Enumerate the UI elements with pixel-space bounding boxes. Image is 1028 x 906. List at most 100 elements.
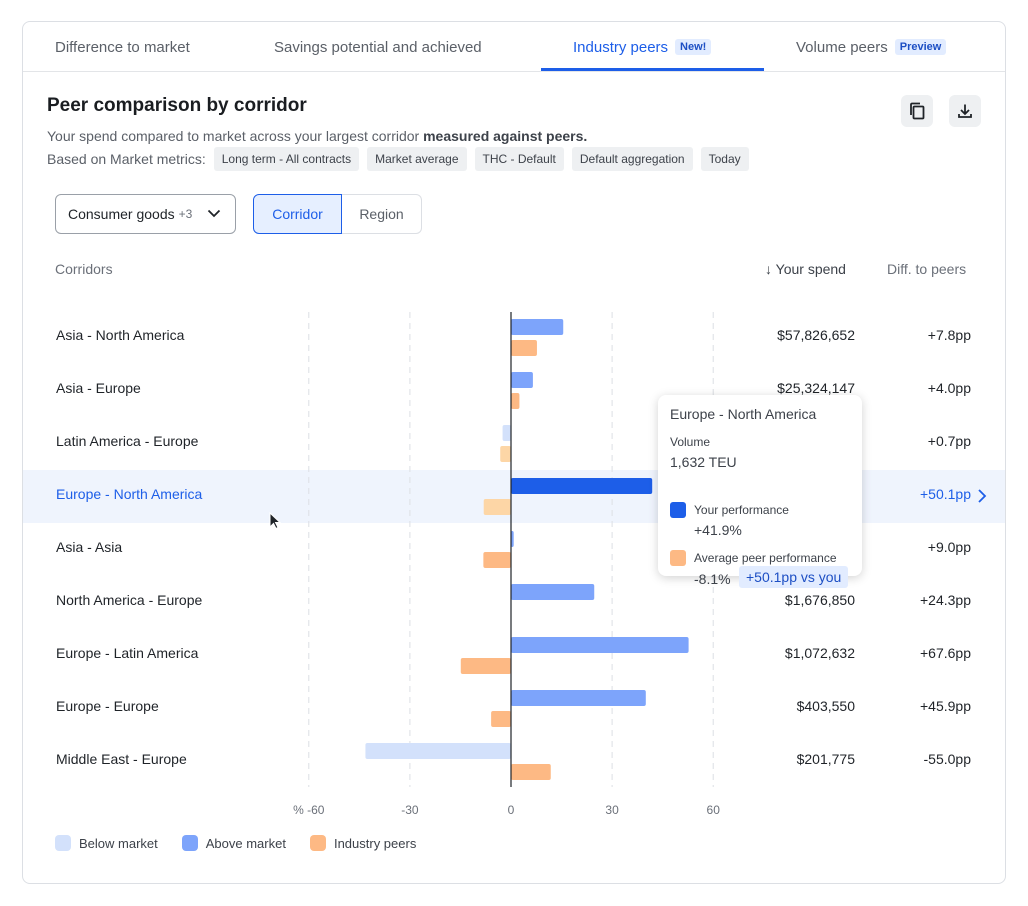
x-tick-label: % -60	[293, 803, 325, 817]
tooltip-peer-label: Average peer performance	[694, 551, 837, 565]
your-performance-bar	[502, 425, 511, 441]
corridor-row-label[interactable]: Latin America - Europe	[56, 433, 199, 449]
tab-label: Difference to market	[55, 38, 190, 56]
industry-peer-bar	[460, 658, 511, 674]
mouse-pointer-icon	[269, 512, 281, 530]
tab-volume-peers[interactable]: Volume peers Preview	[796, 22, 947, 72]
tooltip-vs-badge: +50.1pp vs you	[739, 566, 849, 588]
corridor-row-spend: $403,550	[796, 698, 855, 714]
corridor-row-label[interactable]: Europe - Europe	[56, 698, 159, 714]
legend-swatch	[55, 835, 71, 851]
corridor-row-label[interactable]: Asia - Asia	[56, 539, 123, 555]
new-badge: New!	[675, 39, 712, 55]
corridor-row-label[interactable]: Middle East - Europe	[56, 751, 187, 767]
corridor-row-diff: +67.6pp	[920, 645, 971, 661]
metric-chip: Long term - All contracts	[213, 147, 360, 171]
your-performance-bar	[511, 584, 595, 600]
legend-label: Industry peers	[333, 835, 417, 851]
metric-chip: Default aggregation	[571, 147, 693, 171]
x-tick-label: 0	[508, 803, 515, 817]
x-tick-label: 30	[605, 803, 619, 817]
metric-chip: Market average	[367, 147, 467, 171]
page-title: Peer comparison by corridor	[47, 95, 307, 116]
peer-comparison-card: Difference to market Savings potential a…	[22, 21, 1006, 884]
subtitle-text: Your spend compared to market across you…	[47, 128, 424, 144]
industry-peer-bar	[500, 446, 511, 462]
your-performance-bar	[511, 319, 564, 335]
tooltip-your-value: +41.9%	[694, 522, 742, 538]
corridor-row-label[interactable]: North America - Europe	[56, 592, 203, 608]
legend-label: Above market	[205, 835, 286, 851]
bar-tooltip: Europe - North America Volume 1,632 TEU …	[658, 395, 862, 588]
chevron-down-icon	[207, 209, 221, 218]
tooltip-title: Europe - North America	[670, 406, 817, 422]
tooltip-peer-swatch	[670, 550, 686, 566]
active-tab-indicator	[541, 68, 764, 71]
x-tick-label: -30	[401, 803, 419, 817]
tab-difference-to-market[interactable]: Difference to market	[55, 22, 190, 72]
corridor-row-label[interactable]: Asia - Europe	[56, 380, 141, 396]
tab-industry-peers[interactable]: Industry peers New!	[573, 22, 712, 72]
industry-peer-bar	[511, 393, 520, 409]
spend-column-header[interactable]: ↓ Your spend	[765, 261, 846, 277]
legend-swatch	[181, 835, 198, 851]
industry-peer-bar	[483, 552, 511, 568]
industry-peer-bar	[491, 711, 511, 727]
industry-peer-bar	[511, 764, 551, 780]
legend-above-market: Above market	[181, 835, 286, 851]
copy-button[interactable]	[901, 95, 933, 127]
metric-chip: THC - Default	[474, 147, 564, 171]
chart-legend: Below market Above market Industry peers	[55, 835, 440, 851]
sort-arrow-down-icon: ↓	[765, 261, 772, 277]
tooltip-volume-label: Volume	[670, 435, 711, 449]
industry-value: Consumer goods	[68, 206, 175, 222]
tab-label: Industry peers	[573, 38, 669, 56]
legend-label: Below market	[79, 835, 158, 851]
corridor-row-diff: +45.9pp	[920, 698, 971, 714]
chevron-right-icon[interactable]	[977, 488, 987, 504]
market-metrics: Based on Market metrics: Long term - All…	[47, 147, 749, 171]
your-performance-bar	[511, 637, 689, 653]
corridor-row-diff: +24.3pp	[920, 592, 971, 608]
tooltip-your-swatch	[670, 502, 686, 518]
your-performance-bar	[511, 690, 646, 706]
corridor-row-diff: +4.0pp	[927, 380, 971, 396]
tab-bar: Difference to market Savings potential a…	[23, 22, 1005, 72]
diff-column-header[interactable]: Diff. to peers	[887, 261, 967, 277]
tab-label: Volume peers	[796, 38, 888, 56]
corridor-row-label[interactable]: Asia - North America	[56, 327, 185, 343]
your-performance-bar	[511, 372, 533, 388]
download-button[interactable]	[949, 95, 981, 127]
corridor-row-diff: -55.0pp	[923, 751, 971, 767]
corridor-row-diff: +0.7pp	[927, 433, 971, 449]
corridor-row-label[interactable]: Europe - Latin America	[56, 645, 199, 661]
corridor-row-spend: $57,826,652	[777, 327, 855, 343]
tooltip-peer-value: -8.1%	[694, 571, 731, 587]
x-tick-label: 60	[707, 803, 721, 817]
corridor-row-spend: $201,775	[796, 751, 855, 767]
corridors-column-header: Corridors	[55, 261, 113, 277]
legend-below-market: Below market	[55, 835, 158, 851]
tooltip-volume-value: 1,632 TEU	[670, 454, 737, 470]
corridor-row-label[interactable]: Europe - North America	[56, 486, 203, 502]
your-performance-bar	[511, 478, 653, 494]
tab-label: Savings potential and achieved	[274, 38, 482, 56]
corridor-bar-chart: % -60 -30 0 30 60	[293, 312, 721, 817]
industry-peer-bar	[483, 499, 511, 515]
corridor-row-spend: $1,676,850	[784, 592, 855, 608]
region-toggle[interactable]: Region	[342, 194, 422, 234]
group-by-toggle: Corridor Region	[253, 194, 422, 234]
your-performance-bar	[511, 531, 514, 547]
tab-savings-potential[interactable]: Savings potential and achieved	[274, 22, 482, 72]
industry-dropdown[interactable]: Consumer goods +3	[55, 194, 236, 234]
your-performance-bar	[365, 743, 511, 759]
corridor-toggle[interactable]: Corridor	[253, 194, 342, 234]
metric-chip: Today	[700, 147, 749, 171]
download-icon	[958, 104, 972, 118]
legend-industry-peers: Industry peers	[309, 835, 417, 851]
industry-more-count: +3	[178, 207, 193, 221]
legend-swatch	[309, 835, 326, 851]
corridor-row-spend: $1,072,632	[784, 645, 855, 661]
corridor-row-diff: +50.1pp	[920, 486, 971, 502]
spend-header-label: Your spend	[775, 261, 846, 277]
